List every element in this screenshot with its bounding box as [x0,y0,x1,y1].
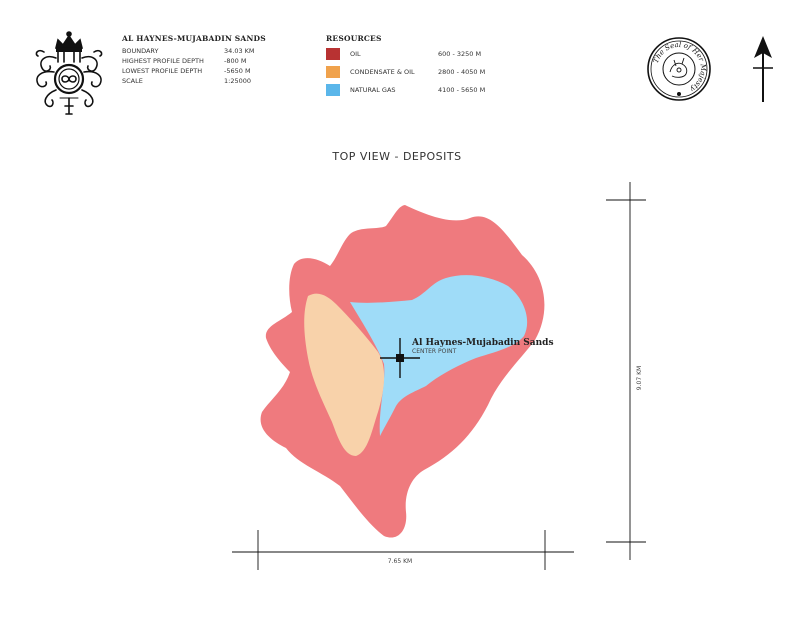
resources-legend: RESOURCES OIL 600 - 3250 M CONDENSATE & … [326,34,506,100]
info-row-highest-depth: HIGHEST PROFILE DEPTH -800 M [122,57,247,65]
condensate-swatch [326,66,340,78]
info-row-scale: SCALE 1:25000 [122,77,252,85]
info-row-boundary: BOUNDARY 34.03 KM [122,47,255,55]
marker-sublabel: CENTER POINT [412,348,457,355]
legend-item-condensate: CONDENSATE & OIL 2800 - 4050 M [326,66,506,80]
width-dimension [232,530,574,570]
height-label: 9.07 KM [636,365,643,391]
condensate-region [304,293,385,456]
resources-title: RESOURCES [326,34,382,43]
gas-swatch [326,84,340,96]
center-marker [380,338,420,378]
marker-label: Al Haynes-Mujabadin Sands [412,338,554,348]
height-dimension [606,182,646,560]
width-label: 7.65 KM [387,558,413,565]
oil-swatch [326,48,340,60]
natural-gas-region [350,275,528,436]
info-panel: AL HAYNES-MUJABADIN SANDS BOUNDARY 34.03… [122,34,272,86]
legend-item-natural-gas: NATURAL GAS 4100 - 5650 M [326,84,506,98]
view-title: TOP VIEW - DEPOSITS [332,150,462,163]
legend-item-oil: OIL 600 - 3250 M [326,48,506,62]
info-row-lowest-depth: LOWEST PROFILE DEPTH -5650 M [122,67,251,75]
royal-seal-icon: The Seal of Her Majesty [647,37,711,101]
north-arrow-icon [753,36,773,102]
royal-crest-icon [35,31,103,115]
site-title: AL HAYNES-MUJABADIN SANDS [122,34,266,43]
